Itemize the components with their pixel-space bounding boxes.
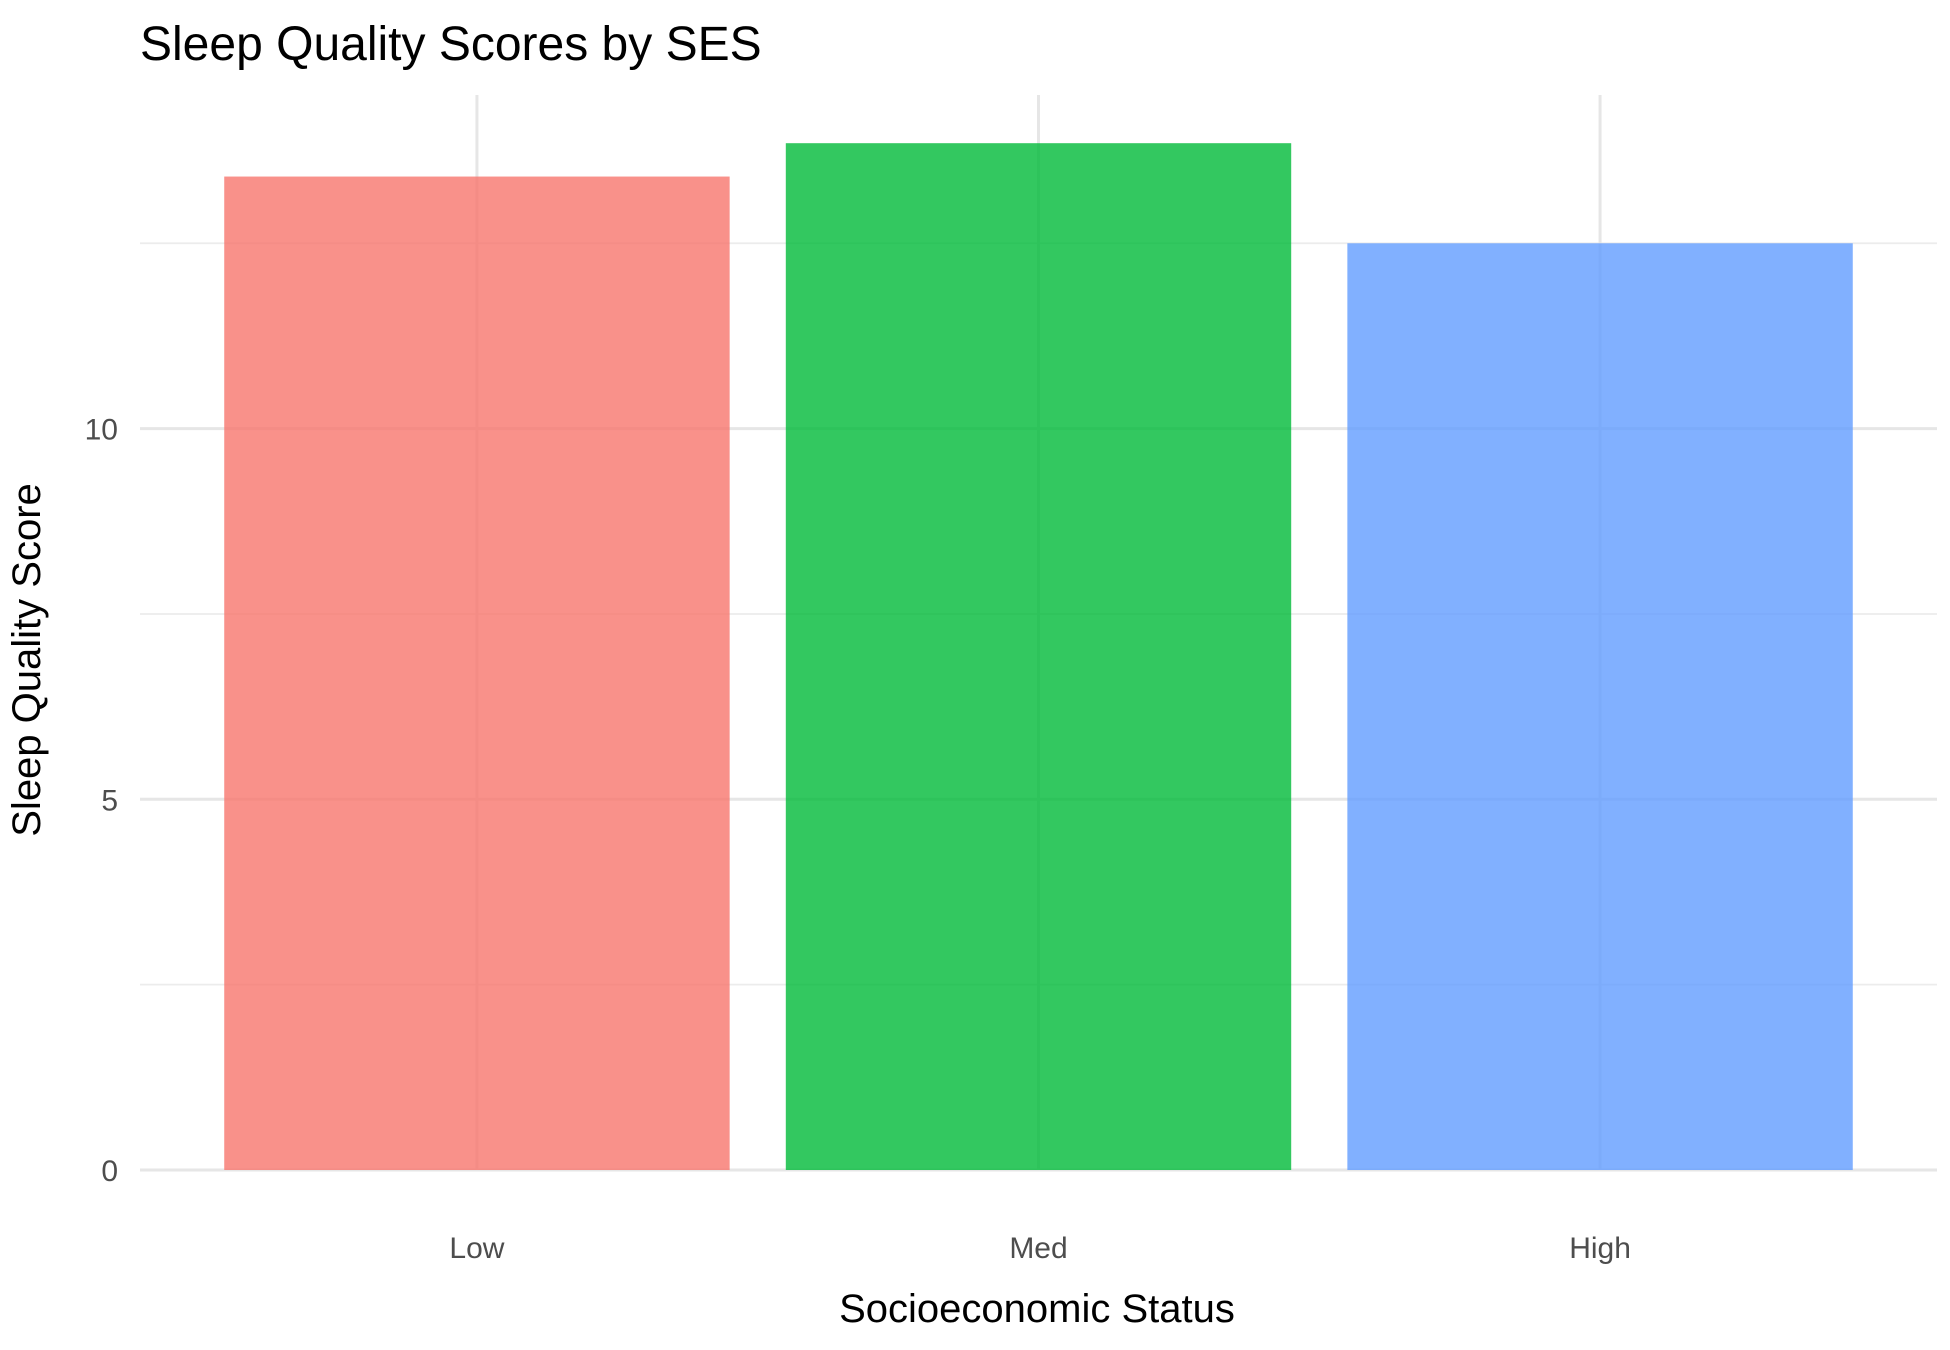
x-axis-title: Socioeconomic Status — [839, 1287, 1235, 1331]
y-axis-title: Sleep Quality Score — [5, 483, 49, 837]
y-tick-label: 0 — [101, 1155, 118, 1188]
bars — [224, 143, 1853, 1170]
bar-med — [785, 143, 1292, 1170]
x-tick-labels: Low Med High — [449, 1232, 1631, 1265]
x-tick-label: Low — [449, 1232, 504, 1265]
y-tick-labels: 0 5 10 — [85, 414, 118, 1188]
bar-high — [1347, 243, 1853, 1170]
bar-low — [224, 176, 730, 1170]
y-tick-label: 10 — [85, 414, 118, 447]
y-tick-label: 5 — [101, 784, 118, 817]
chart-title: Sleep Quality Scores by SES — [140, 18, 762, 71]
x-tick-label: High — [1569, 1232, 1631, 1265]
x-tick-label: Med — [1009, 1232, 1067, 1265]
